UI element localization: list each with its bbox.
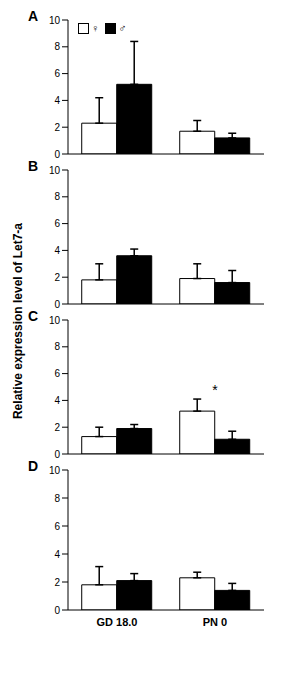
html-text:C: C (28, 308, 39, 324)
svg-text:2: 2 (54, 122, 60, 133)
svg-text:10: 10 (49, 315, 61, 326)
svg-text:0: 0 (54, 299, 60, 308)
svg-text:10: 10 (49, 465, 61, 476)
svg-text:6: 6 (54, 521, 60, 532)
svg-text:8: 8 (54, 41, 60, 52)
svg-text:2: 2 (54, 422, 60, 433)
svg-text:6: 6 (54, 68, 60, 79)
svg-text:10: 10 (49, 15, 61, 26)
svg-text:2: 2 (54, 272, 60, 283)
svg-text:8: 8 (54, 493, 60, 504)
html-text:B: B (28, 158, 39, 174)
svg-text:0: 0 (54, 605, 60, 616)
svg-text:PN 0: PN 0 (203, 616, 227, 628)
svg-text:6: 6 (54, 368, 60, 379)
svg-text:8: 8 (54, 191, 60, 202)
svg-text:6: 6 (54, 218, 60, 229)
svg-text:4: 4 (54, 549, 60, 560)
html-text:D: D (28, 458, 39, 474)
svg-text:2: 2 (54, 577, 60, 588)
svg-text:0: 0 (54, 449, 60, 458)
svg-text:4: 4 (54, 395, 60, 406)
svg-text:4: 4 (54, 245, 60, 256)
html-text:Relative expression level of L: Relative expression level of Let7-a (11, 223, 25, 419)
svg-text:4: 4 (54, 95, 60, 106)
html-text:A: A (28, 8, 39, 24)
svg-text:*: * (212, 382, 218, 398)
svg-text:0: 0 (54, 149, 60, 158)
svg-text:10: 10 (49, 165, 61, 176)
svg-text:8: 8 (54, 341, 60, 352)
svg-text:GD 18.0: GD 18.0 (97, 616, 138, 628)
